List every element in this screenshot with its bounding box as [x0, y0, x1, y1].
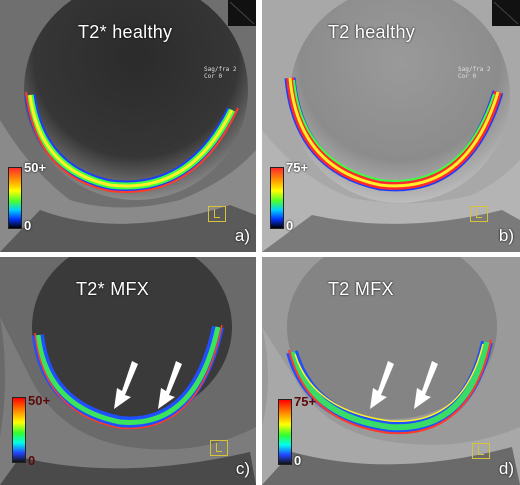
mri-image-c — [0, 257, 256, 485]
scale-max-label: 50+ — [28, 393, 51, 408]
color-scale-bar — [12, 397, 26, 463]
panel-t2-healthy: T2 healthy Sag/fra 2 Cor 0 75+ 0 b) — [262, 0, 520, 252]
panel-label: d) — [498, 459, 514, 478]
scale-min-label: 0 — [28, 453, 36, 468]
panel-label: b) — [498, 226, 514, 245]
scanner-overlay-text: Sag/fra 2 Cor 0 — [204, 66, 237, 80]
mri-image-d — [262, 257, 520, 485]
panel-title: T2* MFX — [76, 279, 150, 299]
mri-image-a — [0, 0, 256, 252]
arrow-icon — [370, 361, 438, 409]
panel-title: T2 MFX — [328, 279, 394, 299]
scale-max-label: 75+ — [286, 160, 309, 175]
scale-min-label: 0 — [286, 218, 294, 233]
scale-max-label: 50+ — [24, 160, 47, 175]
color-scale-bar — [8, 167, 22, 229]
orientation-marker-icon — [470, 206, 488, 222]
scanner-overlay-text: Sag/fra 2 Cor 0 — [458, 66, 491, 80]
arrow-icon — [114, 361, 182, 409]
panel-label: a) — [234, 226, 250, 245]
scale-min-label: 0 — [24, 218, 32, 233]
panel-title: T2* healthy — [78, 22, 173, 42]
panel-t2star-mfx: T2* MFX 50+ 0 c) — [0, 257, 256, 485]
scale-min-label: 0 — [294, 453, 302, 468]
panel-label: c) — [235, 459, 250, 478]
scale-max-label: 75+ — [294, 394, 317, 409]
orientation-marker-icon — [472, 443, 490, 459]
panel-title: T2 healthy — [328, 22, 416, 42]
panel-t2-mfx: T2 MFX 75+ 0 d) — [262, 257, 520, 485]
mri-image-b — [262, 0, 520, 252]
orientation-marker-icon — [208, 206, 226, 222]
orientation-marker-icon — [210, 440, 228, 456]
color-scale-bar — [270, 167, 284, 229]
panel-t2star-healthy: T2* healthy Sag/fra 2 Cor 0 50+ 0 a) — [0, 0, 256, 252]
color-scale-bar — [278, 399, 292, 465]
